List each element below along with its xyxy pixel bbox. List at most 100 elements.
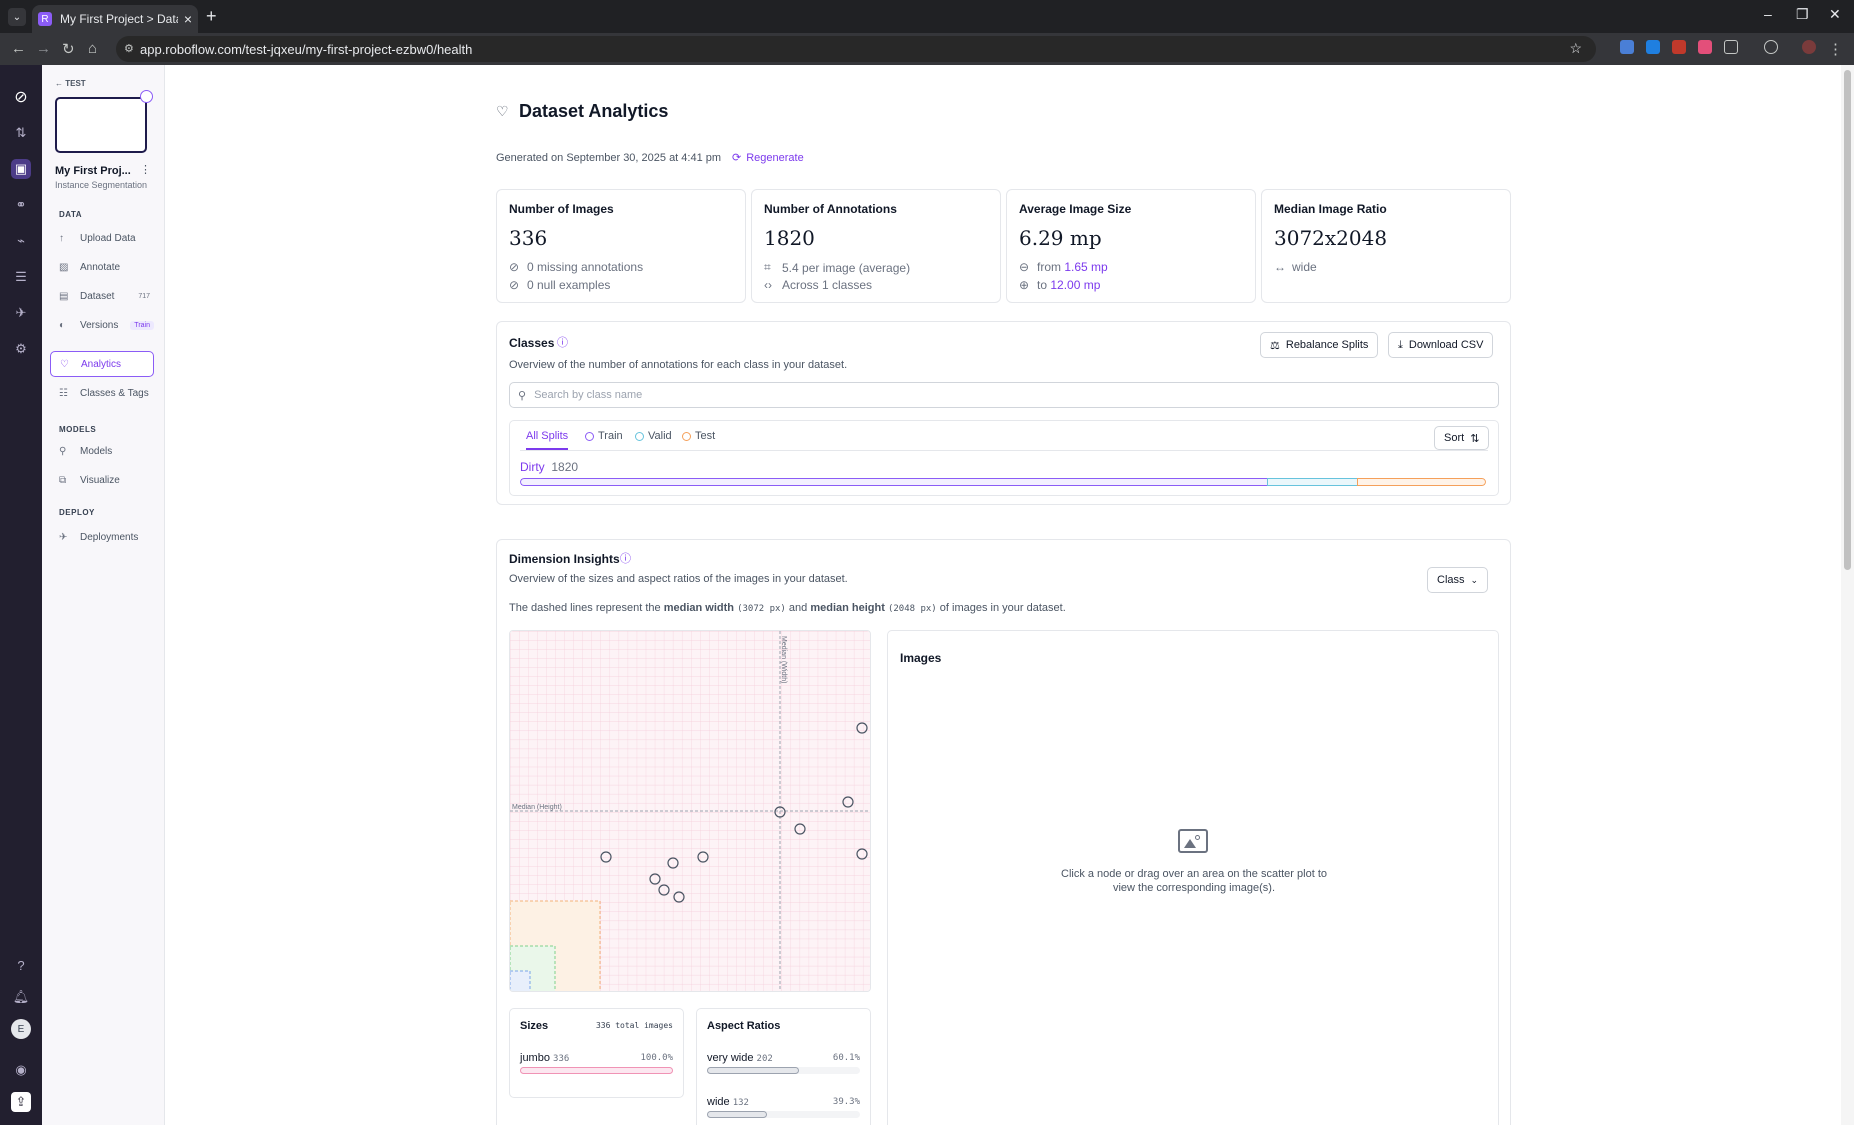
extension-icon[interactable]: [1698, 40, 1712, 54]
restore-icon[interactable]: ❐: [1796, 6, 1809, 22]
aspect-count: 202: [756, 1054, 773, 1064]
scatter-point[interactable]: [794, 823, 806, 835]
tab-valid[interactable]: Valid: [635, 430, 672, 442]
monitoring-icon[interactable]: ⌁: [17, 233, 25, 248]
close-window-icon[interactable]: ✕: [1829, 6, 1841, 22]
sort-button[interactable]: Sort ⇅: [1434, 426, 1490, 450]
minimize-icon[interactable]: –: [1764, 6, 1772, 22]
sidebar-item-classes-tags[interactable]: ☷ Classes & Tags: [50, 380, 154, 406]
extensions-puzzle-icon[interactable]: [1724, 40, 1738, 54]
tab-search-icon[interactable]: ⌄: [8, 8, 26, 26]
sort-label: Sort: [1444, 432, 1465, 444]
scatter-point[interactable]: [774, 806, 786, 818]
download-extension-icon[interactable]: [1646, 40, 1660, 54]
class-filter-dropdown[interactable]: Class ⌄: [1427, 567, 1489, 593]
new-tab-icon[interactable]: +: [206, 6, 217, 26]
stat-title: Number of Images: [509, 202, 614, 216]
stat-detail: 0 null examples: [527, 278, 611, 292]
note-text: and: [788, 602, 808, 614]
sidebar-item-label: Classes & Tags: [80, 387, 149, 399]
upload-icon: ↑: [59, 232, 64, 244]
roboflow-logo-icon[interactable]: ⊘: [14, 89, 28, 106]
settings-icon[interactable]: ⚙: [15, 341, 27, 356]
sidebar-item-label: Annotate: [80, 261, 121, 273]
size-bar-track: [520, 1067, 673, 1074]
scatter-point[interactable]: [600, 851, 612, 863]
project-thumbnail[interactable]: [55, 97, 147, 153]
download-csv-button[interactable]: ⤓ Download CSV: [1388, 332, 1494, 358]
sidebar-item-dataset[interactable]: ▤ Dataset 717: [50, 283, 154, 309]
aspect-count: 132: [732, 1098, 749, 1108]
info-icon[interactable]: ⓘ: [620, 553, 631, 565]
reload-icon[interactable]: ↻: [62, 41, 75, 58]
forward-icon[interactable]: →: [36, 40, 51, 57]
scatter-point[interactable]: [697, 851, 709, 863]
zoom-in-icon: ⊕: [1019, 278, 1030, 292]
aspect-name: wide: [707, 1096, 730, 1108]
sidebar-item-versions[interactable]: ◐ Versions Train: [50, 312, 154, 338]
download-label: Download CSV: [1408, 339, 1484, 351]
scatter-point[interactable]: [842, 796, 854, 808]
projects-icon[interactable]: ▣: [11, 159, 31, 179]
close-tab-icon[interactable]: ×: [183, 11, 192, 27]
tab-train[interactable]: Train: [585, 430, 623, 442]
extension-icon[interactable]: [1672, 40, 1686, 54]
class-name: Dirty: [520, 460, 545, 474]
aspect-pct: 60.1%: [832, 1053, 860, 1063]
profile-avatar[interactable]: [1802, 40, 1816, 54]
user-avatar[interactable]: E: [11, 1019, 31, 1039]
page-scrollbar[interactable]: [1841, 65, 1854, 1125]
scatter-point[interactable]: [649, 873, 661, 885]
project-menu-icon[interactable]: ⋮: [140, 164, 151, 176]
scatter-point[interactable]: [673, 891, 685, 903]
size-bar-fill: [520, 1067, 673, 1074]
class-splits-panel: All Splits Train Valid Test Sort ⇅ Dirty …: [509, 420, 1499, 496]
link-icon[interactable]: [1764, 40, 1778, 54]
sidebar-item-upload-data[interactable]: ↑ Upload Data: [50, 225, 154, 251]
class-row[interactable]: Dirty 1820: [520, 460, 578, 474]
notifications-icon[interactable]: 🔔︎: [12, 989, 30, 1004]
regenerate-button[interactable]: ⟳ Regenerate: [732, 151, 804, 165]
browser-tab[interactable]: R My First Project > Dataset A ×: [32, 5, 198, 33]
info-icon[interactable]: ⓘ: [557, 337, 568, 349]
scatter-point[interactable]: [856, 848, 868, 860]
scrollbar-thumb[interactable]: [1844, 70, 1851, 570]
sidebar-item-visualize[interactable]: ⧉ Visualize: [50, 467, 154, 493]
scatter-point[interactable]: [856, 722, 868, 734]
upgrade-icon[interactable]: ⇪: [11, 1092, 31, 1112]
rebalance-splits-button[interactable]: ⚖ Rebalance Splits: [1260, 332, 1379, 358]
workspace-icon[interactable]: ◉: [15, 1062, 27, 1077]
scatter-svg[interactable]: Median (Width) Median (Height): [510, 631, 871, 992]
search-placeholder: Search by class name: [534, 389, 643, 401]
dimension-scatter-plot[interactable]: Median (Width) Median (Height): [509, 630, 871, 992]
sidebar-item-models[interactable]: ⚲ Models: [50, 438, 154, 464]
sidebar-item-deployments[interactable]: ✈ Deployments: [50, 524, 154, 550]
home-icon[interactable]: ⌂: [88, 40, 98, 57]
help-icon[interactable]: ?: [17, 957, 25, 973]
deploy-icon[interactable]: ✈: [15, 305, 27, 320]
workflows-icon[interactable]: ⚭: [15, 197, 27, 212]
scatter-point[interactable]: [658, 884, 670, 896]
tab-label: Test: [695, 430, 716, 442]
project-sidebar: ← TEST My First Proj... ⋮ Instance Segme…: [42, 65, 165, 1125]
back-icon[interactable]: ←: [11, 40, 26, 57]
switch-icon[interactable]: ⇅: [15, 125, 27, 140]
main-content: ♡ Dataset Analytics Generated on Septemb…: [165, 65, 1840, 1125]
class-search-input[interactable]: ⚲ Search by class name: [509, 382, 1499, 408]
scatter-point[interactable]: [667, 857, 679, 869]
sidebar-item-analytics[interactable]: ♡ Analytics: [50, 351, 154, 377]
sidebar-item-annotate[interactable]: ▨ Annotate: [50, 254, 154, 280]
extension-icon[interactable]: [1620, 40, 1634, 54]
edit-thumbnail-icon[interactable]: [140, 90, 153, 103]
site-info-icon[interactable]: ⚙: [124, 43, 134, 55]
browser-menu-icon[interactable]: ⋮: [1828, 41, 1843, 58]
rebalance-label: Rebalance Splits: [1285, 339, 1369, 351]
tab-all-splits[interactable]: All Splits: [526, 430, 569, 450]
url-field[interactable]: ⚙ app.roboflow.com/test-jqxeu/my-first-p…: [116, 36, 1596, 62]
from-label: from: [1037, 260, 1061, 274]
stat-card-images: Number of Images 336 ⊘ 0 missing annotati…: [496, 189, 746, 303]
bookmark-star-icon[interactable]: ☆: [1569, 40, 1582, 56]
tab-test[interactable]: Test: [682, 430, 715, 442]
storage-icon[interactable]: ☰: [15, 269, 27, 284]
back-link[interactable]: ← TEST: [55, 79, 86, 88]
